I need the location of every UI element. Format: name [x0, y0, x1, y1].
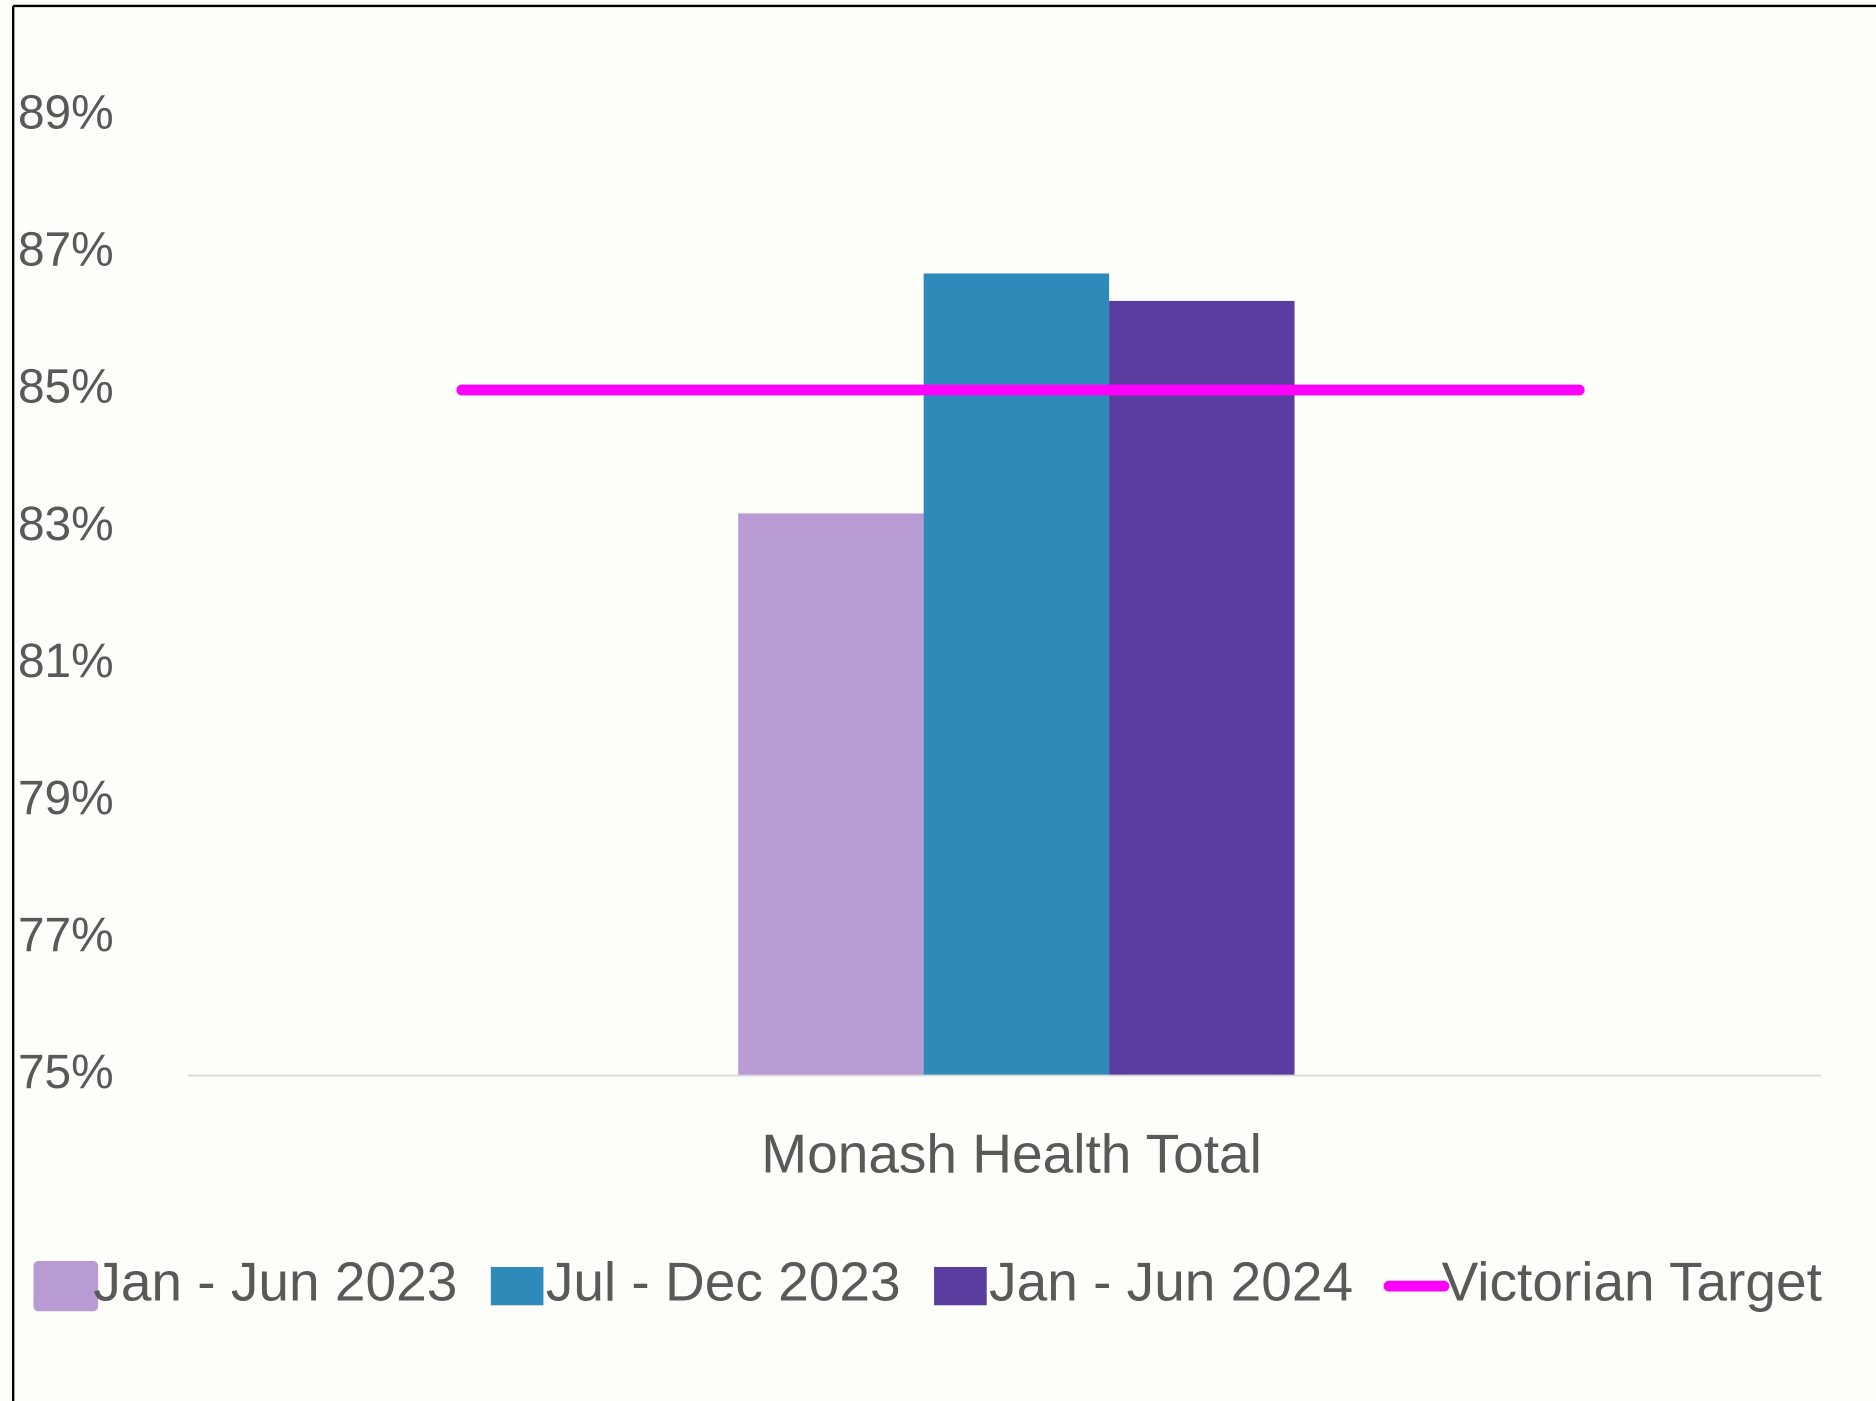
legend-label: Jul - Dec 2023 — [546, 1251, 901, 1313]
y-tick-label: 77% — [18, 909, 114, 962]
bar — [1109, 300, 1295, 1076]
bar — [738, 513, 924, 1076]
legend-swatch — [490, 1267, 544, 1306]
y-tick-label: 85% — [18, 361, 114, 414]
legend-label: Jan - Jun 2024 — [989, 1251, 1353, 1313]
legend-swatch — [934, 1267, 987, 1306]
legend-label: Victorian Target — [1442, 1251, 1822, 1313]
y-tick-label: 83% — [18, 498, 114, 551]
bar — [923, 273, 1110, 1076]
y-tick-label: 89% — [18, 86, 114, 139]
y-tick-label: 75% — [18, 1046, 114, 1099]
y-tick-label: 79% — [18, 772, 114, 825]
y-tick-label: 81% — [18, 635, 114, 688]
x-tick-label: Monash Health Total — [761, 1123, 1262, 1185]
legend-label: Jan - Jun 2023 — [93, 1251, 457, 1313]
y-tick-label: 87% — [18, 224, 114, 277]
legend-swatch — [33, 1261, 99, 1312]
